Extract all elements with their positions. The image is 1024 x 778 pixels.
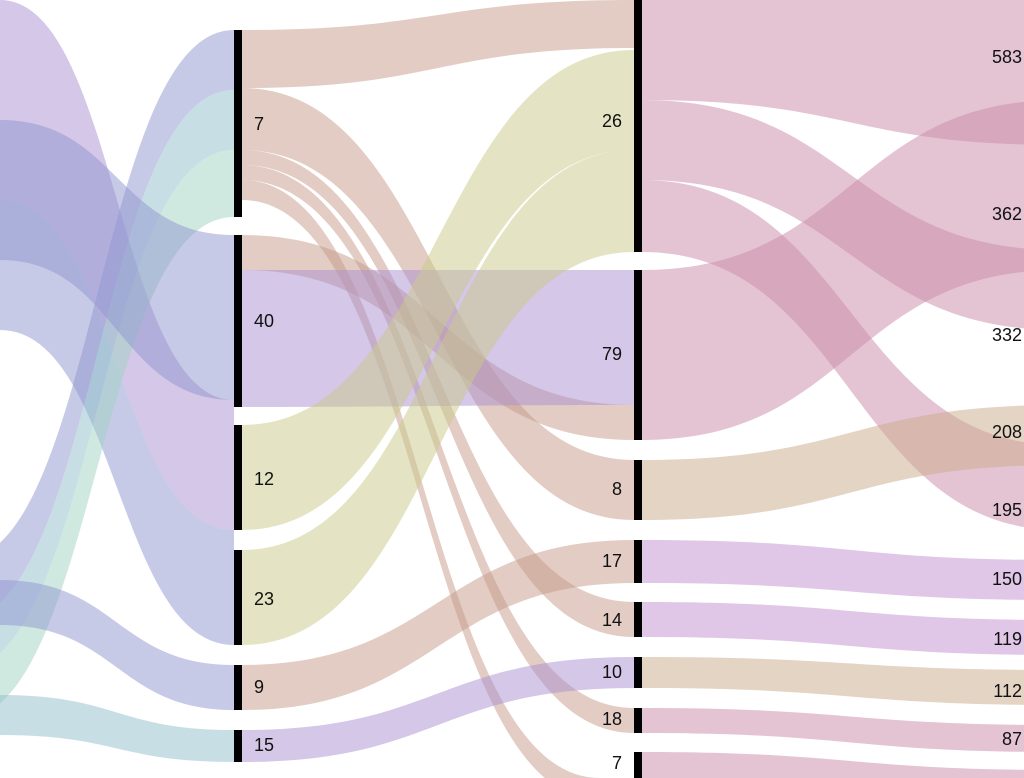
node-bar — [634, 657, 642, 688]
flow-band — [642, 602, 1024, 655]
flow-band — [242, 540, 634, 710]
flow-band — [642, 102, 1024, 440]
flow-band — [642, 0, 1024, 145]
node-bar — [234, 425, 242, 530]
node-label: 583 — [992, 47, 1022, 67]
node-bar — [634, 540, 642, 583]
node-bar — [634, 0, 642, 252]
flow-band — [642, 752, 1024, 778]
node-label: 7 — [612, 753, 622, 773]
flow-band — [242, 165, 634, 733]
node-bar — [634, 270, 642, 440]
node-label: 332 — [992, 325, 1022, 345]
node-label: 14 — [602, 610, 622, 630]
node-label: 208 — [992, 422, 1022, 442]
node-label: 40 — [254, 311, 274, 331]
node-bar — [234, 550, 242, 645]
flow-band — [642, 657, 1024, 705]
node-label: 112 — [993, 681, 1022, 701]
node-label: 23 — [254, 589, 274, 609]
flow-band — [642, 540, 1024, 600]
flow-band — [642, 708, 1024, 752]
node-label: 362 — [992, 204, 1022, 224]
flow-band — [0, 150, 234, 704]
node-label: 7 — [254, 114, 264, 134]
flow-band — [0, 90, 234, 653]
node-label: 87 — [1002, 729, 1022, 749]
node-bar — [234, 665, 242, 710]
node-bar — [634, 708, 642, 733]
node-bar — [634, 602, 642, 637]
node-label: 9 — [254, 677, 264, 697]
node-label: 79 — [602, 344, 622, 364]
node-label: 12 — [254, 469, 274, 489]
flow-band — [242, 657, 634, 762]
flow-band — [0, 580, 234, 710]
flow-band — [242, 50, 634, 530]
node-label: 10 — [602, 662, 622, 682]
node-label: 26 — [602, 111, 622, 131]
flow-band — [0, 30, 234, 603]
node-label: 18 — [602, 709, 622, 729]
node-label: 17 — [602, 551, 622, 571]
flow-band — [242, 150, 634, 645]
node-bar — [634, 752, 642, 778]
flow-band — [242, 0, 634, 88]
node-bar — [234, 730, 242, 762]
flow-band — [0, 695, 234, 762]
node-bar — [634, 460, 642, 520]
node-label: 15 — [254, 735, 274, 755]
flow-band — [642, 405, 1024, 520]
flow-band — [0, 200, 234, 645]
node-label: 150 — [992, 569, 1022, 589]
node-label: 195 — [992, 500, 1022, 520]
node-label: 119 — [993, 629, 1022, 649]
node-bar — [234, 30, 242, 217]
nodes: 7 40 12 23 9 15 26 79 8 17 14 10 18 7 583 362 332 208 195 1… — [234, 0, 1022, 778]
node-label: 8 — [612, 479, 622, 499]
flow-band — [0, 120, 234, 400]
node-bar — [234, 235, 242, 407]
